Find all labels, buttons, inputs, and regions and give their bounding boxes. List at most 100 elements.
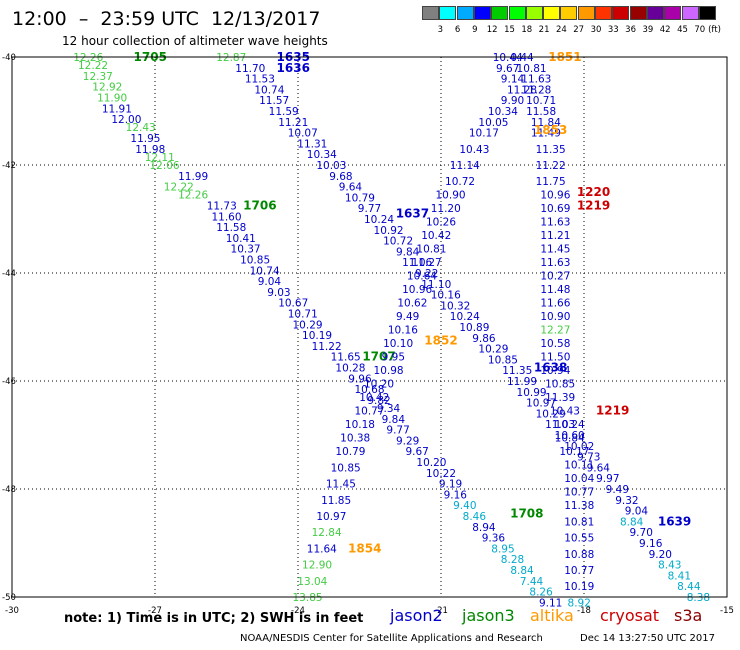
pass-time-label: 1854: [348, 541, 381, 555]
wave-height-label: 11.65: [331, 352, 361, 364]
colorbar-swatch: [508, 6, 526, 20]
colorbar-label: 30: [590, 25, 602, 35]
wave-height-label: 11.90: [97, 93, 127, 105]
wave-height-label: 10.20: [364, 379, 394, 391]
wave-height-label: 11.28: [507, 84, 537, 96]
wave-height-label: 8.26: [529, 587, 553, 599]
wave-height-label: 12.22: [78, 60, 108, 72]
wave-height-label: 10.90: [540, 311, 570, 323]
wave-height-label: 10.29: [536, 408, 566, 420]
pass-time-label: 1708: [510, 506, 543, 520]
wave-height-label: 9.14: [501, 74, 525, 86]
wave-height-label: 9.03: [267, 287, 290, 299]
wave-height-label: 9.73: [577, 452, 600, 464]
wave-height-label: 11.66: [540, 298, 570, 310]
colorbar-label: 12: [486, 25, 498, 35]
wave-height-label: 9.67: [496, 63, 519, 75]
wave-height-label: 8.43: [658, 560, 681, 572]
wave-height-label: 10.67: [278, 298, 308, 310]
y-tick-label: -50: [2, 593, 16, 603]
wave-height-label: 10.28: [335, 363, 365, 375]
wave-height-label: 8.94: [472, 522, 496, 534]
colorbar-label: 27: [573, 25, 585, 35]
wave-height-label: 9.04: [625, 506, 649, 518]
wave-height-label: 9.49: [396, 311, 419, 323]
wave-height-label: 10.16: [431, 290, 461, 302]
wave-height-label: 9.16: [639, 538, 663, 550]
wave-height-label: 13.04: [297, 576, 327, 588]
colorbar-swatch: [473, 6, 491, 20]
colorbar-swatch: [664, 6, 682, 20]
axis-ticks: -30 -27 -24 -21 -18 -15 -50 -48 -46 -44 -42 -40: [2, 53, 734, 616]
wave-height-label: 11.99: [507, 376, 537, 388]
wave-height-label: 11.03: [545, 419, 575, 431]
wave-height-label: 9.95: [382, 352, 405, 364]
wave-height-label: 11.58: [526, 106, 556, 118]
wave-height-label: 9.97: [596, 473, 619, 485]
wave-height-label: 10.32: [440, 300, 470, 312]
wave-height-label: 11.20: [431, 203, 461, 215]
colorbar-unit: (ft): [708, 25, 721, 35]
x-tick-label: -21: [434, 606, 448, 616]
wave-height-label: 10.90: [436, 190, 466, 202]
wave-height-label: 9.22: [415, 268, 438, 280]
pass-time-label: 1637: [396, 207, 429, 221]
wave-height-label: 11.91: [102, 103, 132, 115]
colorbar-label: 9: [472, 25, 478, 35]
wave-height-label: 12.26: [178, 190, 208, 202]
x-tick-label: -18: [577, 606, 591, 616]
pass-time-label: 1219: [577, 199, 610, 213]
pass-time-label: 1639: [658, 514, 691, 528]
footer-timestamp: Dec 14 13:27:50 UTC 2017: [580, 633, 715, 644]
wave-height-label: 10.37: [231, 244, 261, 256]
wave-height-label: 11.38: [564, 500, 594, 512]
pass-time-label: 1636: [277, 61, 310, 75]
wave-height-label: 9.16: [444, 489, 468, 501]
wave-height-label: 10.77: [564, 565, 594, 577]
legend-s3a: s3a: [674, 606, 703, 625]
wave-height-label: 9.11: [539, 597, 562, 609]
legend-altika: altika: [530, 606, 574, 625]
wave-height-label: 8.84: [510, 565, 534, 577]
wave-height-label: 11.58: [216, 222, 246, 234]
wave-height-label: 10.85: [331, 462, 361, 474]
wave-height-label: 9.36: [482, 533, 506, 545]
wave-height-label: 11.45: [540, 244, 570, 256]
wave-height-label: 9.19: [439, 479, 462, 491]
colorbar-swatch: [456, 6, 474, 20]
wave-height-label: 10.79: [345, 192, 375, 204]
colorbar-label: 70: [694, 25, 706, 35]
wave-height-label: 12.26: [73, 52, 103, 64]
wave-height-label: 10.24: [555, 419, 585, 431]
wave-height-label: 10.26: [426, 217, 456, 229]
wave-height-label: 10.43: [459, 144, 489, 156]
wave-height-label: 10.20: [416, 457, 446, 469]
wave-height-label: 10.81: [564, 516, 594, 528]
wave-height-label: 11.57: [259, 95, 289, 107]
colorbar-label: 15: [504, 25, 515, 35]
wave-height-label: 12.00: [111, 114, 141, 126]
data-labels: 12.26 170512.2212.3712.9211.9011.9112.001…: [73, 50, 710, 609]
wave-height-label: 8.46: [463, 511, 487, 523]
wave-height-label: 10.41: [226, 233, 256, 245]
colorbar-swatch: [560, 6, 578, 20]
wave-height-label: 10.64: [407, 271, 437, 283]
wave-height-label: 11.21: [278, 117, 308, 129]
wave-height-label: 11.21: [540, 230, 570, 242]
colorbar-swatch: [595, 6, 612, 20]
wave-height-label: 10.24: [364, 214, 394, 226]
wave-height-label: 11.53: [245, 74, 275, 86]
x-tick-label: -24: [291, 606, 305, 616]
y-tick-label: -42: [2, 161, 16, 171]
wave-height-label: 11.99: [178, 171, 208, 183]
wave-height-label: 9.34: [377, 403, 401, 415]
x-tick-label: -30: [5, 606, 19, 616]
wave-height-label: 10.88: [564, 549, 594, 561]
wave-height-label: 10.77: [564, 487, 594, 499]
wave-height-label: 9.32: [615, 495, 638, 507]
wave-height-label: 11.50: [540, 352, 570, 364]
wave-height-label: 9.96: [348, 373, 372, 385]
wave-height-label: 8.28: [501, 554, 524, 566]
legend-jason3: jason3: [462, 606, 515, 625]
wave-height-label: 10.77: [354, 406, 384, 418]
